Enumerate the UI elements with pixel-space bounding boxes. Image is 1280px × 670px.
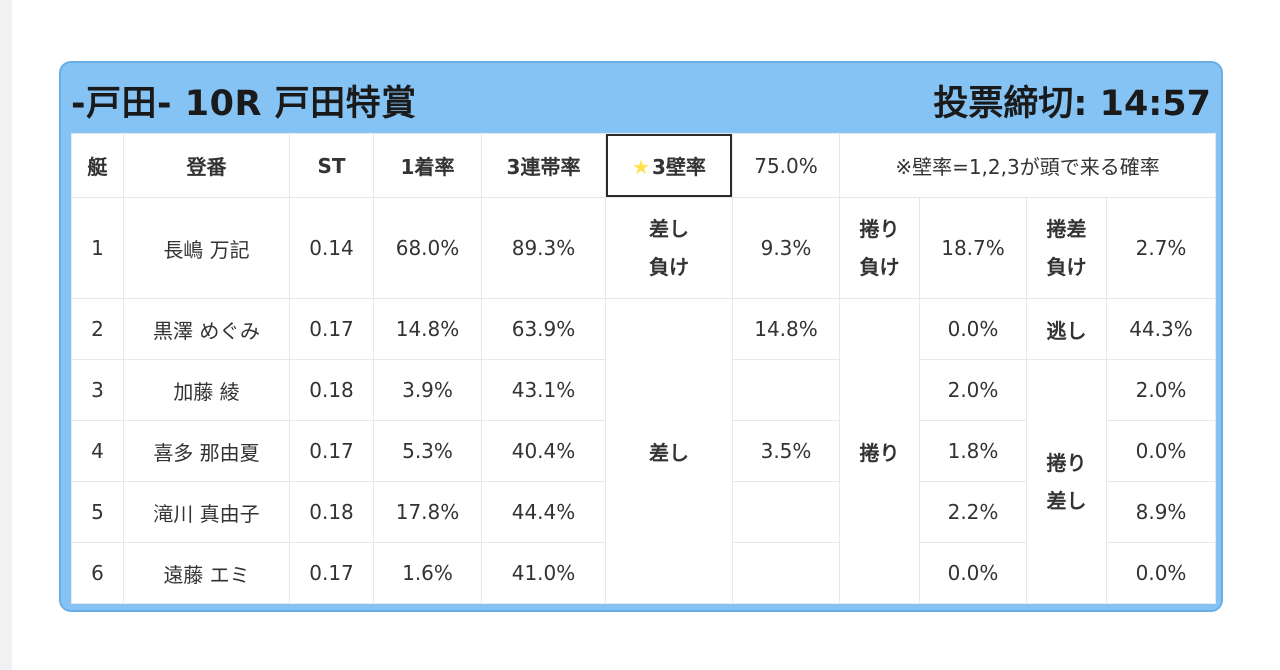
race-title: -戸田- 10R 戸田特賞 — [71, 84, 417, 124]
makurisashi-make-value: 2.7% — [1105, 197, 1217, 299]
makurisashi-value: 8.9% — [1105, 481, 1217, 543]
sashi-value-empty — [732, 481, 840, 543]
top3-rate: 63.9% — [481, 298, 606, 360]
top3-rate: 44.4% — [481, 481, 606, 543]
makuri-value: 1.8% — [919, 420, 1027, 482]
table-row: 3 加藤 綾 0.18 3.9% 43.1% 2.0% 捲り 差し 2.0% — [71, 359, 1217, 604]
pattern-sashi: 差し — [605, 298, 733, 604]
makuri-make-value: 18.7% — [919, 197, 1027, 299]
start-timing: 0.14 — [289, 197, 374, 299]
top3-rate: 89.3% — [481, 197, 606, 299]
racer-name: 滝川 真由子 — [123, 481, 290, 543]
pattern-makuri-make: 捲り 負け — [839, 197, 920, 299]
makuri-value: 2.2% — [919, 481, 1027, 543]
first-rate: 14.8% — [373, 298, 482, 360]
col-top3-rate: 3連帯率 — [481, 133, 606, 198]
table-row: 6 遠藤 エミ 0.17 1.6% 41.0% 0.0% 0.0% — [71, 542, 1217, 604]
pattern-makurisashi-make: 捲差 負け — [1026, 197, 1107, 299]
start-timing: 0.17 — [289, 420, 374, 482]
boat-number-4: 4 — [71, 420, 124, 482]
table-row: 5 滝川 真由子 0.18 17.8% 44.4% 2.2% 8.9% — [71, 481, 1217, 543]
sashi-make-value: 9.3% — [732, 197, 840, 299]
makuri-value: 2.0% — [919, 359, 1027, 421]
page-edge — [0, 0, 12, 670]
col-registration: 登番 — [123, 133, 290, 198]
start-timing: 0.18 — [289, 359, 374, 421]
makuri-value: 0.0% — [919, 542, 1027, 604]
nige-value: 44.3% — [1105, 298, 1217, 360]
top3-rate: 40.4% — [481, 420, 606, 482]
race-panel: -戸田- 10R 戸田特賞 投票締切: 14:57 艇 登番 ST 1着率 3連… — [59, 61, 1223, 612]
first-rate: 3.9% — [373, 359, 482, 421]
pattern-makuri: 捲り — [839, 298, 920, 604]
boat-number-3: 3 — [71, 359, 124, 421]
col-boat: 艇 — [71, 133, 124, 198]
first-rate: 17.8% — [373, 481, 482, 543]
top3-rate: 43.1% — [481, 359, 606, 421]
makurisashi-value: 0.0% — [1105, 542, 1217, 604]
sashi-value: 3.5% — [732, 420, 840, 482]
racer-name: 遠藤 エミ — [123, 542, 290, 604]
racer-name: 加藤 綾 — [123, 359, 290, 421]
col-first-rate: 1着率 — [373, 133, 482, 198]
first-rate: 5.3% — [373, 420, 482, 482]
racer-name: 喜多 那由夏 — [123, 420, 290, 482]
wall-rate-button[interactable]: ★ 3壁率 — [605, 133, 733, 198]
star-icon: ★ — [632, 155, 650, 179]
racer-name: 黒澤 めぐみ — [123, 298, 290, 360]
start-timing: 0.18 — [289, 481, 374, 543]
pattern-makurisashi: 捲り 差し — [1026, 359, 1107, 604]
boat-number-2: 2 — [71, 298, 124, 360]
first-rate: 1.6% — [373, 542, 482, 604]
table-row: 2 黒澤 めぐみ 0.17 14.8% 63.9% 差し 14.8% 捲り 0.… — [71, 298, 1217, 604]
wall-rate-value: 75.0% — [732, 133, 840, 198]
racer-name: 長嶋 万記 — [123, 197, 290, 299]
top3-rate: 41.0% — [481, 542, 606, 604]
col-st: ST — [289, 133, 374, 198]
start-timing: 0.17 — [289, 298, 374, 360]
boat-number-6: 6 — [71, 542, 124, 604]
boat-number-1: 1 — [71, 197, 124, 299]
boat-number-5: 5 — [71, 481, 124, 543]
sashi-value-empty — [732, 359, 840, 421]
first-rate: 68.0% — [373, 197, 482, 299]
pattern-nige: 逃し — [1026, 298, 1107, 360]
pattern-sashi-make: 差し 負け — [605, 197, 733, 299]
table-row: 4 喜多 那由夏 0.17 5.3% 40.4% 3.5% 1.8% 0.0% — [71, 420, 1217, 482]
makuri-value: 0.0% — [919, 298, 1027, 360]
header-row: 艇 登番 ST 1着率 3連帯率 ★ 3壁率 75.0% ※壁率=1,2,3が頭で… — [71, 133, 1217, 198]
sashi-value: 14.8% — [732, 298, 840, 360]
table-row: 1 長嶋 万記 0.14 68.0% 89.3% 差し 負け 9.3% 捲り 負け … — [71, 197, 1217, 299]
start-timing: 0.17 — [289, 542, 374, 604]
makurisashi-value: 2.0% — [1105, 359, 1217, 421]
sashi-value-empty — [732, 542, 840, 604]
makurisashi-value: 0.0% — [1105, 420, 1217, 482]
race-stats-table: 艇 登番 ST 1着率 3連帯率 ★ 3壁率 75.0% ※壁率=1,2,3が頭で… — [71, 133, 1217, 604]
wall-rate-label: 3壁率 — [652, 155, 706, 179]
wall-rate-note: ※壁率=1,2,3が頭で来る確率 — [838, 133, 1217, 198]
voting-deadline: 投票締切: 14:57 — [933, 84, 1211, 124]
